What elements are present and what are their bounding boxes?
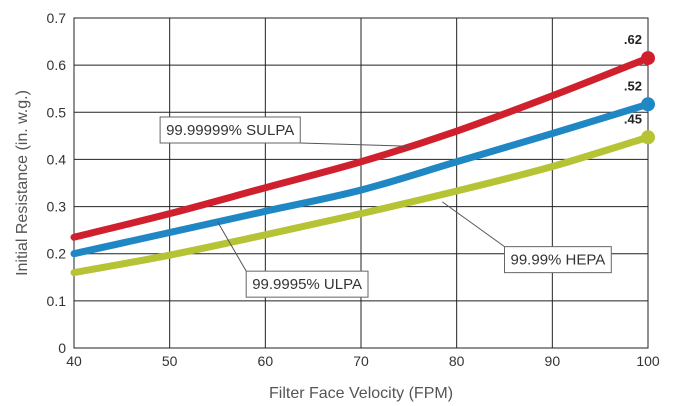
- callout-box: [504, 246, 612, 274]
- y-tick-label: 0.7: [47, 10, 67, 26]
- y-tick-label: 0.4: [47, 151, 67, 167]
- x-tick-label: 90: [545, 353, 561, 369]
- y-tick-label: 0.6: [47, 57, 67, 73]
- y-tick-label: 0.1: [47, 293, 67, 309]
- series-end-marker: [641, 51, 655, 66]
- series-line: [70, 54, 652, 241]
- callouts: 99.99999% SULPA 99.99% HEPA 99.9995% ULPA: [159, 116, 612, 298]
- series-line: [70, 100, 652, 258]
- callout-leader: [217, 221, 247, 272]
- y-tick-label: 0.3: [47, 199, 67, 215]
- x-tick-label: 40: [66, 353, 82, 369]
- series-end-label: .62: [624, 32, 642, 47]
- y-tick-label: 0.5: [47, 104, 67, 120]
- series-line: [70, 133, 652, 277]
- series-end-label: .45: [624, 111, 642, 126]
- x-tick-label: 80: [449, 353, 465, 369]
- tick-labels: 40 50 60 70 80 90 100 0 0.1 0.2 0.3 0.4 0.5 0.6 0.7: [47, 10, 660, 369]
- callout-leader: [300, 142, 409, 147]
- callout-label: 99.99999% SULPA: [166, 122, 294, 139]
- y-axis-title: Initial Resistance (in. w.g.): [14, 90, 31, 276]
- callout: 99.9995% ULPA: [217, 221, 369, 298]
- callout: 99.99999% SULPA: [159, 116, 409, 147]
- y-tick-label: 0.2: [47, 246, 67, 262]
- x-tick-label: 70: [353, 353, 369, 369]
- y-tick-label: 0: [58, 340, 66, 356]
- callout-label: 99.9995% ULPA: [252, 276, 362, 293]
- callout: 99.99% HEPA: [442, 201, 612, 274]
- callout-box: [245, 270, 369, 298]
- callout-leader: [442, 201, 505, 248]
- callout-label: 99.99% HEPA: [511, 252, 606, 269]
- callout-box: [159, 116, 301, 144]
- series-lines: .45 .52 .62: [70, 32, 655, 277]
- x-axis-title: Filter Face Velocity (FPM): [269, 385, 453, 402]
- x-tick-label: 50: [162, 353, 178, 369]
- series-end-marker: [641, 97, 655, 112]
- grid: [73, 17, 649, 349]
- series-end-label: .52: [624, 78, 642, 93]
- x-tick-label: 60: [258, 353, 274, 369]
- x-tick-label: 100: [636, 353, 660, 369]
- series-end-marker: [641, 130, 655, 145]
